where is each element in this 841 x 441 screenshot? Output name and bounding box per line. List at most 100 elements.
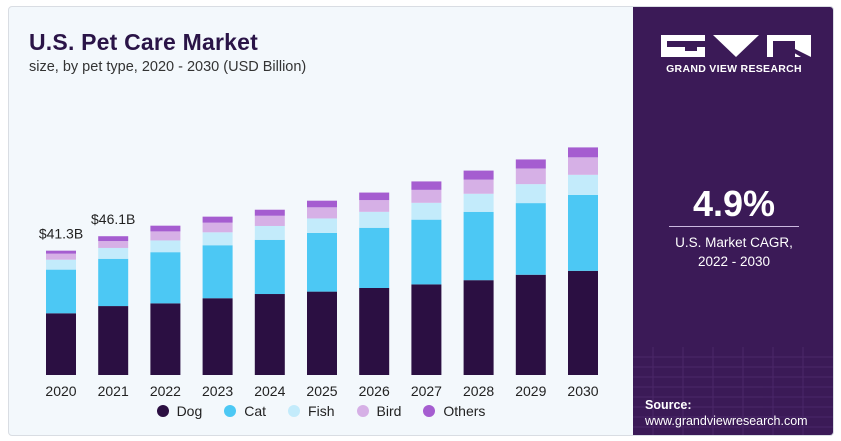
grand-view-research-logo [661, 35, 811, 57]
x-tick-label: 2028 [463, 383, 494, 399]
legend-item-dog: Dog [156, 403, 203, 419]
chart-legend: Dog Cat Fish Bird Others [9, 403, 633, 419]
bar-fish-2026 [359, 211, 390, 228]
bar-others-2023 [202, 216, 233, 223]
bar-dog-2021 [98, 306, 129, 375]
bar-dog-2030 [568, 270, 598, 375]
legend-swatch [224, 405, 237, 417]
bar-cat-2027 [411, 219, 442, 285]
x-tick-label: 2025 [306, 383, 337, 399]
bar-fish-2023 [202, 232, 233, 246]
bar-fish-2028 [463, 193, 494, 212]
cagr-label-line-2: 2022 - 2030 [697, 254, 771, 269]
bar-cat-2029 [515, 203, 546, 275]
source-label: Source: [645, 398, 692, 412]
bar-dog-2020 [46, 313, 76, 375]
legend-label: Cat [244, 403, 267, 419]
bar-others-2022 [150, 225, 181, 232]
bar-others-2027 [411, 181, 442, 190]
bar-fish-2022 [150, 240, 181, 253]
bar-cat-2023 [202, 245, 233, 299]
legend-swatch [423, 405, 436, 417]
bar-cat-2024 [254, 239, 285, 295]
legend-item-bird: Bird [356, 403, 402, 419]
bar-others-2025 [307, 200, 337, 208]
chart-area: U.S. Pet Care Market size, by pet type, … [9, 7, 633, 435]
x-tick-label: 2029 [515, 383, 546, 399]
chart-title: U.S. Pet Care Market [29, 29, 258, 55]
bar-cat-2026 [359, 227, 390, 288]
bar-fish-2021 [98, 247, 129, 259]
bar-bird-2028 [463, 179, 494, 194]
bar-bird-2021 [98, 241, 129, 248]
legend-item-fish: Fish [288, 403, 335, 419]
bar-cat-2025 [307, 232, 337, 292]
bar-dog-2027 [411, 284, 442, 375]
legend-swatch [288, 405, 301, 417]
x-tick-label: 2020 [45, 383, 76, 399]
bar-fish-2025 [307, 218, 337, 233]
bar-dog-2024 [254, 294, 285, 375]
bar-bird-2022 [150, 231, 181, 241]
bar-cat-2022 [150, 252, 181, 304]
bar-cat-2021 [98, 258, 129, 307]
source-note: Source: www.grandviewresearch.com [645, 397, 808, 429]
bar-fish-2030 [568, 174, 598, 195]
bar-dog-2025 [307, 291, 337, 375]
data-label-2021: $46.1B [91, 211, 135, 227]
bar-bird-2023 [202, 222, 233, 233]
bar-bird-2025 [307, 207, 337, 219]
bar-dog-2026 [359, 287, 390, 375]
bar-cat-2030 [568, 194, 598, 271]
bar-fish-2024 [254, 225, 285, 240]
bar-others-2020 [46, 250, 76, 254]
bar-dog-2023 [202, 298, 233, 375]
bar-fish-2029 [515, 184, 546, 204]
chart-subtitle: size, by pet type, 2020 - 2030 (USD Bill… [29, 59, 307, 75]
bar-bird-2020 [46, 253, 76, 260]
divider [669, 226, 799, 227]
bar-others-2029 [515, 159, 546, 169]
source-url: www.grandviewresearch.com [645, 414, 808, 428]
legend-item-others: Others [423, 403, 485, 419]
infographic-card: U.S. Pet Care Market size, by pet type, … [8, 6, 834, 436]
bar-others-2024 [254, 209, 285, 216]
bar-fish-2027 [411, 202, 442, 220]
brand-name: GRAND VIEW RESEARCH [666, 63, 802, 75]
x-tick-label: 2022 [150, 383, 181, 399]
stacked-bar-chart: 2020 $41.3B 2021 $46.1B 2022 2023 2024 2025 2026… [39, 147, 599, 399]
bar-dog-2029 [515, 274, 546, 375]
cagr-value: 4.9% [692, 183, 776, 224]
bar-others-2030 [568, 147, 598, 158]
bar-fish-2020 [46, 259, 76, 270]
legend-label: Bird [376, 403, 402, 419]
x-tick-label: 2026 [359, 383, 390, 399]
x-tick-label: 2021 [98, 383, 129, 399]
legend-swatch [156, 405, 169, 417]
legend-label: Dog [176, 403, 203, 419]
bar-bird-2026 [359, 200, 390, 212]
panel-background-pattern [633, 347, 833, 435]
summary-panel: GRAND VIEW RESEARCH 4.9% U.S. Market CAG… [633, 7, 833, 435]
x-tick-label: 2023 [202, 383, 233, 399]
bar-cat-2028 [463, 211, 494, 281]
bar-dog-2028 [463, 280, 494, 375]
bar-bird-2029 [515, 168, 546, 185]
legend-label: Others [443, 403, 486, 419]
bar-dog-2022 [150, 303, 181, 375]
bar-bird-2027 [411, 189, 442, 203]
data-label-2020: $41.3B [39, 226, 83, 242]
bar-others-2028 [463, 170, 494, 180]
bar-cat-2020 [46, 269, 76, 314]
legend-item-cat: Cat [224, 403, 266, 419]
cagr-label: U.S. Market CAGR, 2022 - 2030 [633, 233, 833, 271]
x-tick-label: 2030 [567, 383, 598, 399]
bar-others-2026 [359, 192, 390, 201]
x-tick-label: 2024 [254, 383, 285, 399]
x-tick-label: 2027 [411, 383, 442, 399]
bar-others-2021 [98, 236, 129, 242]
legend-swatch [356, 405, 369, 417]
bar-bird-2030 [568, 157, 598, 175]
cagr-label-line-1: U.S. Market CAGR, [675, 235, 793, 250]
bar-bird-2024 [254, 215, 285, 226]
